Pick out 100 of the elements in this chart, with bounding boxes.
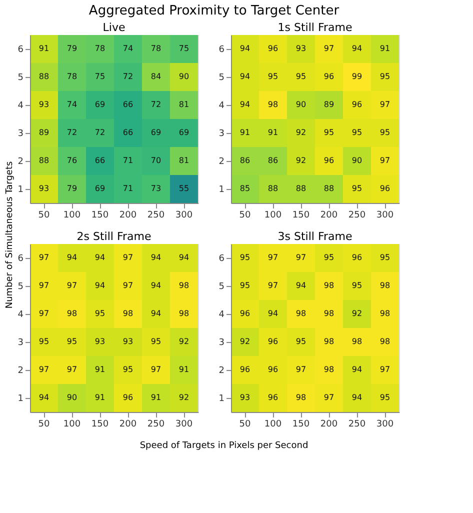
data-label: 91 [240, 128, 250, 137]
data-label: 91 [380, 44, 390, 53]
data-label: 98 [178, 309, 190, 318]
y-tick-label: 1 [218, 185, 224, 195]
data-label: 96 [122, 393, 134, 402]
x-tick-label: 50 [239, 420, 251, 430]
data-label: 89 [38, 128, 50, 137]
data-label: 95 [380, 253, 390, 262]
data-label: 75 [178, 44, 190, 53]
y-tick-label: 1 [18, 394, 24, 404]
data-label: 98 [352, 337, 362, 346]
x-tick-label: 150 [91, 210, 109, 220]
data-label: 93 [122, 337, 134, 346]
data-label: 95 [66, 337, 78, 346]
data-label: 66 [122, 100, 134, 109]
y-tick-label: 2 [218, 157, 224, 167]
data-label: 78 [150, 44, 162, 53]
x-tick-label: 300 [175, 420, 193, 430]
y-tick-label: 4 [18, 101, 24, 111]
data-label: 93 [240, 393, 250, 402]
data-label: 98 [296, 393, 306, 402]
data-label: 86 [268, 156, 278, 165]
data-label: 97 [380, 156, 390, 165]
data-label: 72 [122, 72, 134, 81]
data-label: 69 [94, 100, 106, 109]
data-label: 94 [150, 281, 162, 290]
data-label: 79 [66, 184, 78, 193]
chart-title: 2s Still Frame [76, 230, 152, 243]
data-label: 98 [178, 281, 190, 290]
data-label: 75 [94, 72, 106, 81]
y-tick-label: 6 [18, 45, 24, 55]
data-label: 95 [38, 337, 50, 346]
y-tick-label: 1 [218, 394, 224, 404]
y-tick-label: 4 [218, 101, 225, 111]
x-tick-label: 200 [119, 210, 137, 220]
data-label: 94 [352, 44, 362, 53]
data-label: 95 [150, 337, 162, 346]
data-label: 95 [380, 393, 390, 402]
data-label: 99 [352, 72, 362, 81]
data-label: 95 [352, 184, 362, 193]
text: Number of Simultaneous Targets [5, 161, 15, 309]
x-tick-label: 250 [147, 210, 165, 220]
x-tick-label: 150 [91, 420, 109, 430]
data-label: 94 [150, 309, 162, 318]
data-label: 94 [94, 281, 106, 290]
x-tick-label: 100 [63, 210, 81, 220]
data-label: 94 [352, 365, 362, 374]
data-label: 93 [296, 44, 306, 53]
y-tick-label: 3 [218, 129, 224, 139]
data-label: 97 [66, 281, 78, 290]
data-label: 96 [352, 253, 362, 262]
data-label: 69 [94, 184, 106, 193]
data-label: 86 [240, 156, 250, 165]
data-label: 97 [268, 281, 278, 290]
data-label: 74 [122, 44, 134, 53]
data-label: 88 [38, 72, 50, 81]
data-label: 96 [380, 184, 390, 193]
data-label: 97 [324, 393, 334, 402]
data-label: 92 [178, 337, 190, 346]
x-tick-label: 250 [147, 420, 165, 430]
data-label: 98 [324, 281, 334, 290]
data-label: 95 [352, 128, 362, 137]
data-label: 94 [240, 100, 250, 109]
data-label: 96 [268, 337, 278, 346]
data-label: 98 [324, 337, 334, 346]
data-label: 88 [324, 184, 334, 193]
data-label: 97 [296, 365, 306, 374]
y-tick-label: 2 [218, 366, 224, 376]
data-label: 55 [178, 184, 190, 193]
data-label: 95 [380, 72, 390, 81]
data-label: 96 [268, 44, 278, 53]
data-label: 96 [240, 365, 250, 374]
data-label: 72 [66, 128, 78, 137]
data-label: 98 [66, 309, 78, 318]
data-label: 88 [296, 184, 306, 193]
x-tick-label: 100 [63, 420, 81, 430]
data-label: 92 [240, 337, 250, 346]
data-label: 81 [178, 156, 190, 165]
y-tick-label: 6 [218, 45, 225, 55]
data-label: 93 [94, 337, 106, 346]
y-tick-label: 6 [18, 254, 24, 264]
data-label: 95 [324, 128, 334, 137]
data-label: 71 [122, 184, 134, 193]
data-label: 95 [268, 72, 278, 81]
data-label: 73 [150, 184, 162, 193]
data-label: 97 [122, 253, 134, 262]
y-tick-label: 4 [218, 310, 225, 320]
data-label: 92 [178, 393, 190, 402]
data-label: 91 [38, 44, 50, 53]
data-label: 90 [66, 393, 78, 402]
data-label: 98 [380, 337, 390, 346]
x-tick-label: 50 [239, 210, 251, 220]
data-label: 88 [38, 156, 50, 165]
x-tick-label: 300 [376, 420, 394, 430]
data-label: 97 [122, 281, 134, 290]
data-label: 97 [38, 309, 50, 318]
data-label: 97 [296, 253, 306, 262]
data-label: 97 [150, 365, 162, 374]
x-tick-label: 50 [38, 210, 50, 220]
data-label: 91 [178, 365, 190, 374]
